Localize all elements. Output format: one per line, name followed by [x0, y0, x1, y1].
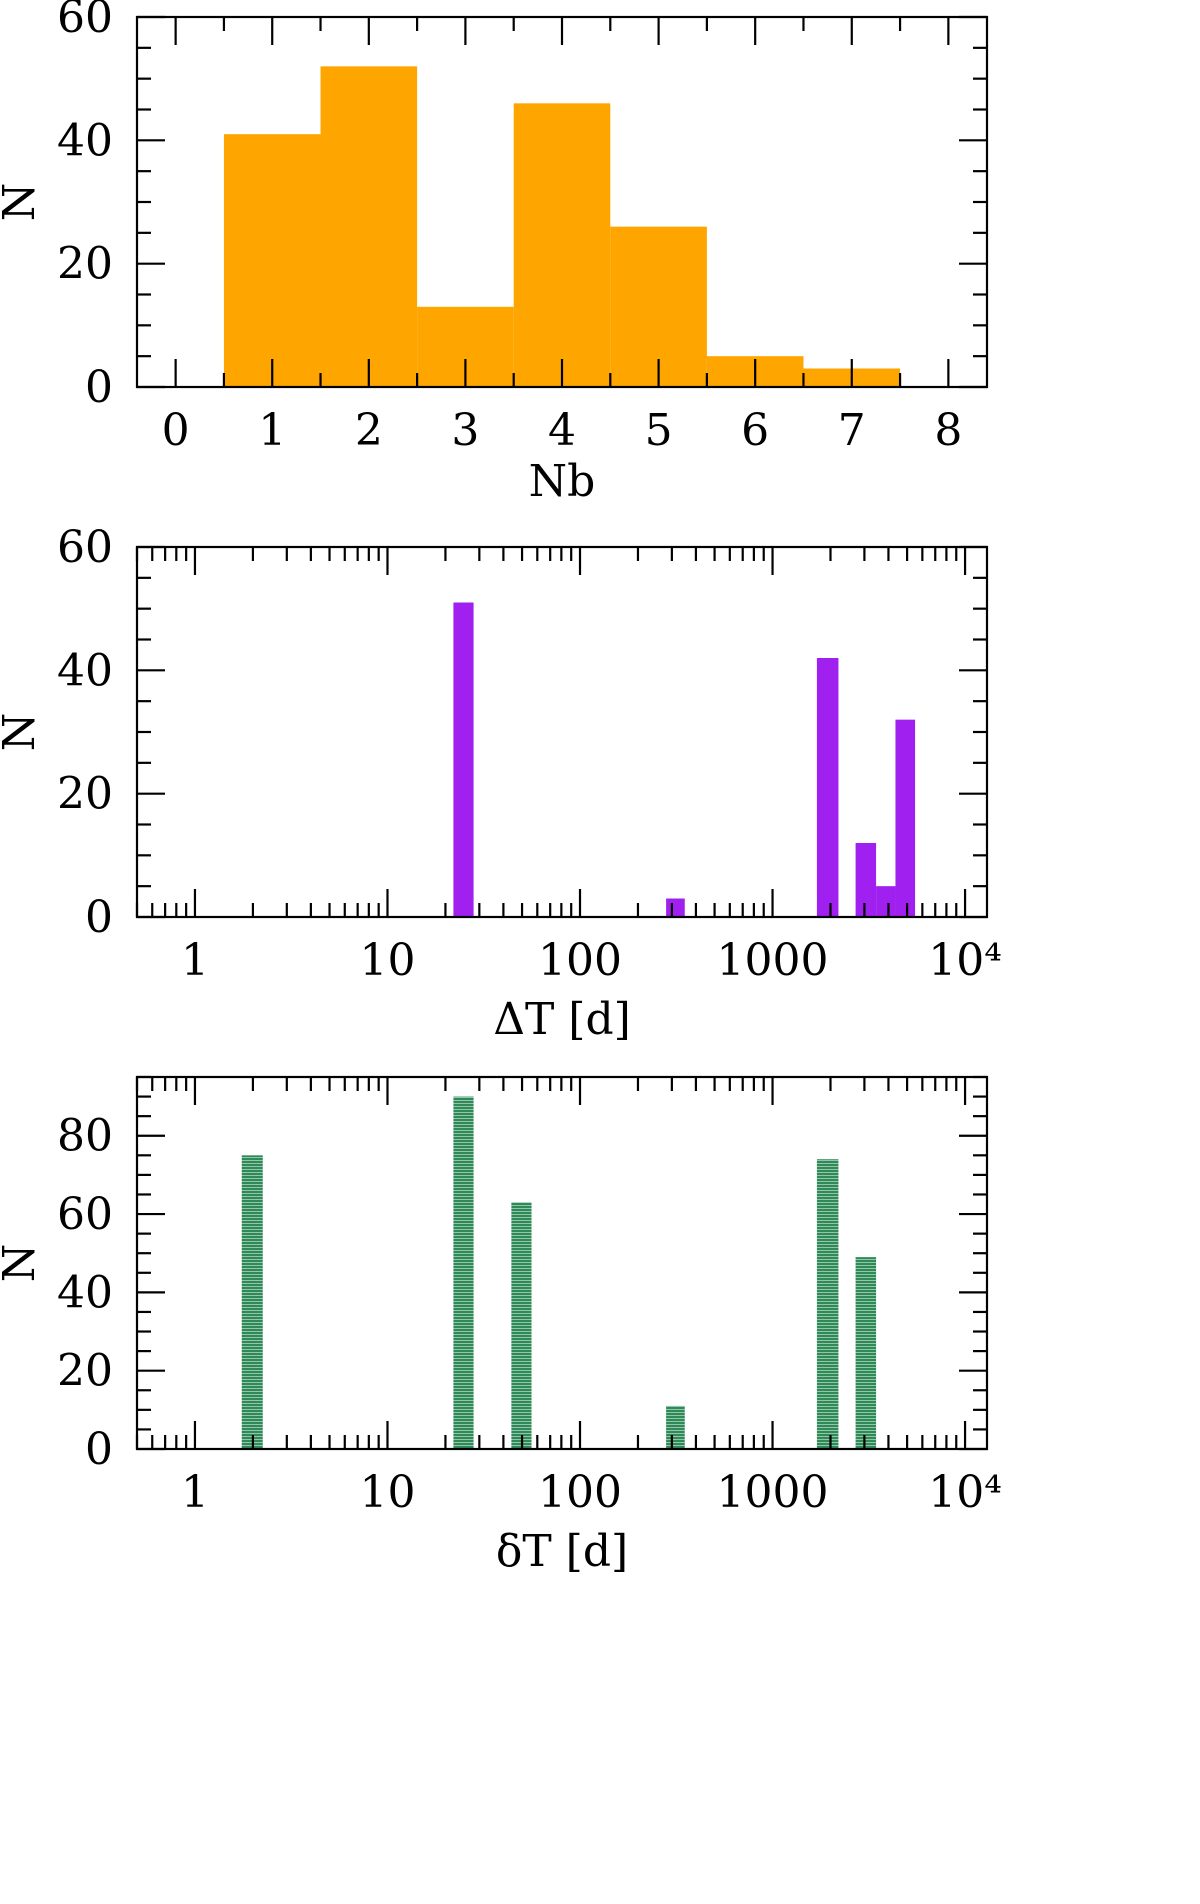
x-tick-label: 1 [181, 1467, 209, 1518]
y-tick-label: 40 [57, 1267, 113, 1318]
histogram-nb-panel: 0 20 40 60 0 1 2 3 4 5 6 7 8 Nb N [0, 0, 989, 507]
y-tick-label: 20 [57, 1346, 113, 1397]
bar-delta-t-1 [666, 898, 685, 917]
histogram-small-delta-t-panel: 0 20 40 60 80 1 10 100 1000 10⁴ δT [d] N [0, 1075, 1002, 1577]
bar-small-delta-t-4 [816, 1159, 839, 1449]
histogram-delta-t-panel: 0 20 40 60 1 10 100 1000 10⁴ ΔT [d] N [0, 522, 1002, 1045]
y-tick-label: 40 [57, 645, 113, 696]
y-tick-label: 20 [57, 239, 113, 290]
bar-delta-t-0 [453, 602, 474, 917]
y-axis-label: N [0, 1244, 45, 1283]
x-tick-label: 8 [934, 405, 962, 456]
x-axis-label: δT [d] [496, 1526, 628, 1577]
y-tick-label: 0 [85, 892, 113, 943]
y-axis-label: N [0, 183, 45, 222]
x-tick-label: 2 [355, 405, 383, 456]
y-tick-label: 20 [57, 769, 113, 820]
x-tick-label: 4 [548, 405, 576, 456]
bar-nb-3 [513, 103, 611, 387]
x-axis-label: ΔT [d] [493, 994, 631, 1045]
bar-small-delta-t-1 [453, 1096, 474, 1449]
x-tick-label: 5 [645, 405, 673, 456]
y-axis-label: N [0, 713, 45, 752]
y-tick-label: 80 [57, 1111, 113, 1162]
y-tick-label: 0 [85, 362, 113, 413]
x-tick-label: 6 [741, 405, 769, 456]
x-tick-label: 10 [359, 935, 415, 986]
bar-small-delta-t-3 [666, 1405, 685, 1449]
x-tick-label: 0 [162, 405, 190, 456]
x-tick-label: 100 [538, 1467, 622, 1518]
x-tick-label: 3 [451, 405, 479, 456]
bar-small-delta-t-0 [241, 1155, 263, 1449]
bar-nb-1 [320, 66, 418, 387]
x-tick-label: 7 [838, 405, 866, 456]
bar-small-delta-t-5 [855, 1257, 877, 1449]
x-tick-label: 10⁴ [928, 935, 1002, 986]
x-tick-label: 1000 [717, 1467, 829, 1518]
x-tick-label: 10⁴ [928, 1467, 1002, 1518]
bar-delta-t-2 [816, 658, 839, 917]
bar-small-delta-t-2 [511, 1202, 532, 1449]
x-tick-label: 1 [258, 405, 286, 456]
bar-nb-0 [223, 134, 321, 387]
y-tick-label: 60 [57, 0, 113, 43]
bar-delta-t-3 [855, 843, 877, 917]
bar-delta-t-5 [895, 719, 916, 917]
y-tick-label: 40 [57, 115, 113, 166]
y-tick-label: 60 [57, 522, 113, 573]
x-tick-label: 1000 [717, 935, 829, 986]
x-axis-label: Nb [529, 456, 596, 507]
y-tick-label: 60 [57, 1189, 113, 1240]
x-tick-label: 100 [538, 935, 622, 986]
y-tick-label: 0 [85, 1424, 113, 1475]
x-tick-label: 10 [359, 1467, 415, 1518]
bar-delta-t-4 [876, 886, 896, 917]
x-tick-label: 1 [181, 935, 209, 986]
